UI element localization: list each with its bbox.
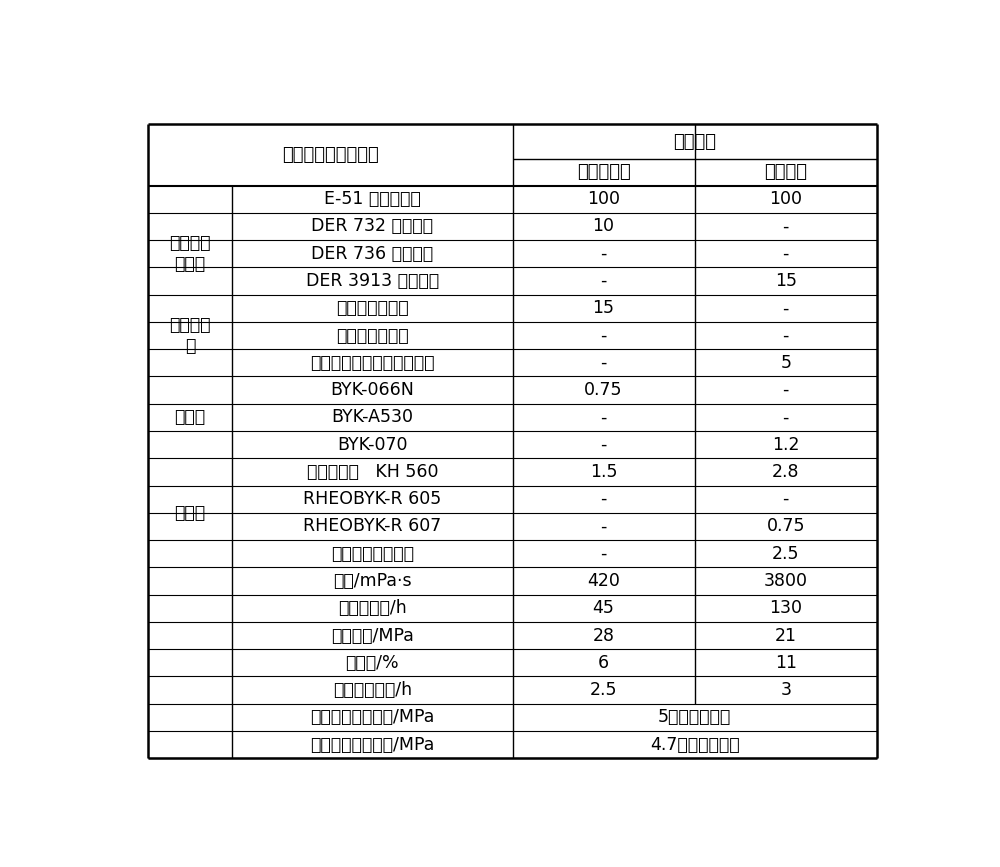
Text: BYK-070: BYK-070	[337, 435, 408, 453]
Text: -: -	[600, 544, 607, 563]
Text: 消泡剂: 消泡剂	[175, 408, 206, 427]
Text: -: -	[782, 244, 789, 263]
Text: -: -	[600, 435, 607, 453]
Text: 粘度/mPa·s: 粘度/mPa·s	[333, 572, 412, 590]
Text: 15: 15	[593, 299, 615, 317]
Text: -: -	[600, 408, 607, 427]
Text: 柔韧型环
氧树脂: 柔韧型环 氧树脂	[169, 234, 211, 273]
Text: 1.5: 1.5	[590, 463, 617, 481]
Text: -: -	[600, 518, 607, 536]
Text: -: -	[600, 272, 607, 290]
Text: 层间处理剂: 层间处理剂	[577, 163, 630, 181]
Text: 6: 6	[598, 654, 609, 672]
Text: DER 732 环氧树脂: DER 732 环氧树脂	[311, 218, 433, 236]
Text: 10: 10	[593, 218, 615, 236]
Text: 3: 3	[780, 681, 791, 699]
Text: 2.5: 2.5	[590, 681, 617, 699]
Text: 苄基缩水甘油醚: 苄基缩水甘油醚	[336, 327, 409, 344]
Text: 21: 21	[775, 627, 797, 644]
Text: -: -	[782, 327, 789, 344]
Text: -: -	[782, 218, 789, 236]
Text: 45: 45	[593, 599, 614, 617]
Text: -: -	[782, 381, 789, 399]
Text: 420: 420	[587, 572, 620, 590]
Text: 5: 5	[780, 354, 791, 372]
Text: RHEOBYK-R 605: RHEOBYK-R 605	[303, 490, 441, 508]
Text: -: -	[600, 327, 607, 344]
Text: 潮湿基面粘结强度/MPa: 潮湿基面粘结强度/MPa	[310, 735, 434, 753]
Text: 环氧中涂: 环氧中涂	[764, 163, 807, 181]
Text: 2.5: 2.5	[772, 544, 799, 563]
Text: 干燥基面粘结强度/MPa: 干燥基面粘结强度/MPa	[310, 708, 434, 727]
Text: 28: 28	[593, 627, 615, 644]
Text: BYK-066N: BYK-066N	[330, 381, 414, 399]
Text: 11: 11	[775, 654, 797, 672]
Text: 1.2: 1.2	[772, 435, 799, 453]
Text: 130: 130	[769, 599, 802, 617]
Text: 延伸率/%: 延伸率/%	[345, 654, 399, 672]
Text: E-51 型环氧树脂: E-51 型环氧树脂	[324, 190, 421, 208]
Text: 实施例一: 实施例一	[673, 133, 716, 151]
Text: 十二至十四烷基缩水甘油醚: 十二至十四烷基缩水甘油醚	[310, 354, 435, 372]
Text: -: -	[600, 490, 607, 508]
Text: 15: 15	[775, 272, 797, 290]
Text: 拉伸强度/MPa: 拉伸强度/MPa	[331, 627, 414, 644]
Text: 组分（以重量份计）: 组分（以重量份计）	[282, 146, 379, 164]
Text: 5（基材破坏）: 5（基材破坏）	[658, 708, 731, 727]
Text: 可操作时间/h: 可操作时间/h	[338, 599, 407, 617]
Text: 0.75: 0.75	[766, 518, 805, 536]
Text: 亲水气相二氧化硅: 亲水气相二氧化硅	[331, 544, 414, 563]
Text: 止流剂: 止流剂	[175, 504, 206, 522]
Text: DER 3913 环氧树脂: DER 3913 环氧树脂	[306, 272, 439, 290]
Text: 3800: 3800	[764, 572, 808, 590]
Text: -: -	[782, 299, 789, 317]
Text: 100: 100	[769, 190, 802, 208]
Text: -: -	[600, 354, 607, 372]
Text: 活性稀释
剂: 活性稀释 剂	[169, 316, 211, 355]
Text: 4.7（基材破坏）: 4.7（基材破坏）	[650, 735, 739, 753]
Text: RHEOBYK-R 607: RHEOBYK-R 607	[303, 518, 441, 536]
Text: -: -	[600, 244, 607, 263]
Text: 硅烷偶联剂   KH 560: 硅烷偶联剂 KH 560	[307, 463, 438, 481]
Text: 0.75: 0.75	[584, 381, 623, 399]
Text: 丁基缩水甘油醚: 丁基缩水甘油醚	[336, 299, 409, 317]
Text: -: -	[782, 408, 789, 427]
Text: DER 736 环氧树脂: DER 736 环氧树脂	[311, 244, 433, 263]
Text: -: -	[782, 490, 789, 508]
Text: 2.8: 2.8	[772, 463, 799, 481]
Text: BYK-A530: BYK-A530	[331, 408, 413, 427]
Text: 100: 100	[587, 190, 620, 208]
Text: 表面干燥时间/h: 表面干燥时间/h	[333, 681, 412, 699]
